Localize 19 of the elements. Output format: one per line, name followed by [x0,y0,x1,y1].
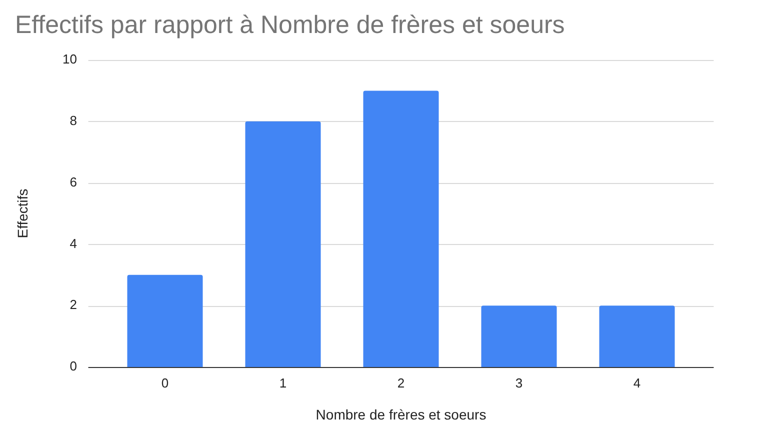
y-axis-title: Effectifs [14,188,30,238]
x-tick-label: 0 [161,375,169,390]
x-tick-label: 3 [515,375,523,390]
y-tick-label: 8 [70,112,77,128]
bar [245,121,321,367]
y-tick-label: 4 [70,236,77,251]
y-tick-label: 10 [62,52,77,67]
y-tick-label: 0 [70,358,77,374]
y-tick-label: 6 [70,174,77,190]
bar [127,274,203,367]
bar [363,90,439,367]
x-tick-label: 2 [397,375,405,390]
chart-title: Effectifs par rapport à Nombre de frères et soeurs [15,10,565,39]
x-tick-label: 1 [279,375,287,390]
y-tick-label: 2 [70,297,77,312]
x-tick-label: 4 [633,375,641,390]
x-axis-title: Nombre de frères et soeurs [316,406,486,422]
bar [599,306,675,367]
bar [481,306,557,367]
